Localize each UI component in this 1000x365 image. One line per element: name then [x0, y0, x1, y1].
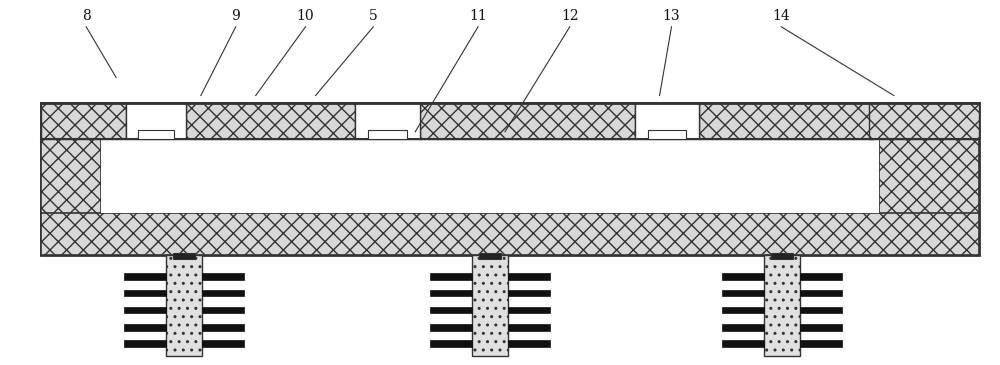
Bar — [202, 307, 244, 313]
Bar — [722, 341, 764, 347]
Bar — [202, 324, 244, 331]
Bar — [41, 103, 101, 255]
Bar — [800, 324, 842, 331]
Bar — [186, 103, 355, 139]
Bar — [355, 103, 420, 139]
Text: 11: 11 — [469, 9, 487, 23]
Bar — [508, 307, 550, 313]
Bar — [430, 341, 472, 347]
Bar — [635, 103, 699, 139]
Bar — [138, 130, 174, 139]
Bar — [430, 273, 472, 280]
Text: 10: 10 — [297, 9, 314, 23]
Bar — [173, 253, 195, 258]
Text: 12: 12 — [561, 9, 579, 23]
Bar — [124, 290, 166, 296]
Bar — [202, 290, 244, 296]
Bar — [430, 324, 472, 331]
Bar — [420, 103, 635, 139]
Bar — [479, 253, 501, 258]
Bar — [41, 103, 979, 255]
Bar — [879, 103, 979, 255]
Bar — [202, 341, 244, 347]
Bar — [430, 290, 472, 296]
Bar — [722, 324, 764, 331]
Bar — [800, 273, 842, 280]
Bar — [124, 324, 166, 331]
Bar — [472, 255, 508, 356]
Bar — [202, 273, 244, 280]
Text: 5: 5 — [369, 9, 378, 23]
Bar — [699, 103, 874, 139]
Bar — [800, 307, 842, 313]
Bar — [126, 103, 186, 139]
Bar — [124, 273, 166, 280]
Text: 8: 8 — [82, 9, 91, 23]
Bar — [722, 307, 764, 313]
Text: 14: 14 — [772, 9, 790, 23]
Bar — [508, 290, 550, 296]
Bar — [101, 139, 879, 213]
Bar — [800, 341, 842, 347]
Bar — [41, 103, 126, 139]
Bar — [508, 341, 550, 347]
Bar — [771, 253, 793, 258]
Bar — [124, 307, 166, 313]
Bar — [764, 255, 800, 356]
Text: 13: 13 — [663, 9, 680, 23]
Bar — [368, 130, 407, 139]
Bar — [800, 290, 842, 296]
Bar — [41, 213, 979, 255]
Bar — [869, 103, 979, 139]
Bar — [648, 130, 686, 139]
Bar — [722, 273, 764, 280]
Bar — [430, 307, 472, 313]
Text: 9: 9 — [231, 9, 240, 23]
Bar — [166, 255, 202, 356]
Bar — [722, 290, 764, 296]
Bar — [508, 273, 550, 280]
Bar — [508, 324, 550, 331]
Bar — [124, 341, 166, 347]
